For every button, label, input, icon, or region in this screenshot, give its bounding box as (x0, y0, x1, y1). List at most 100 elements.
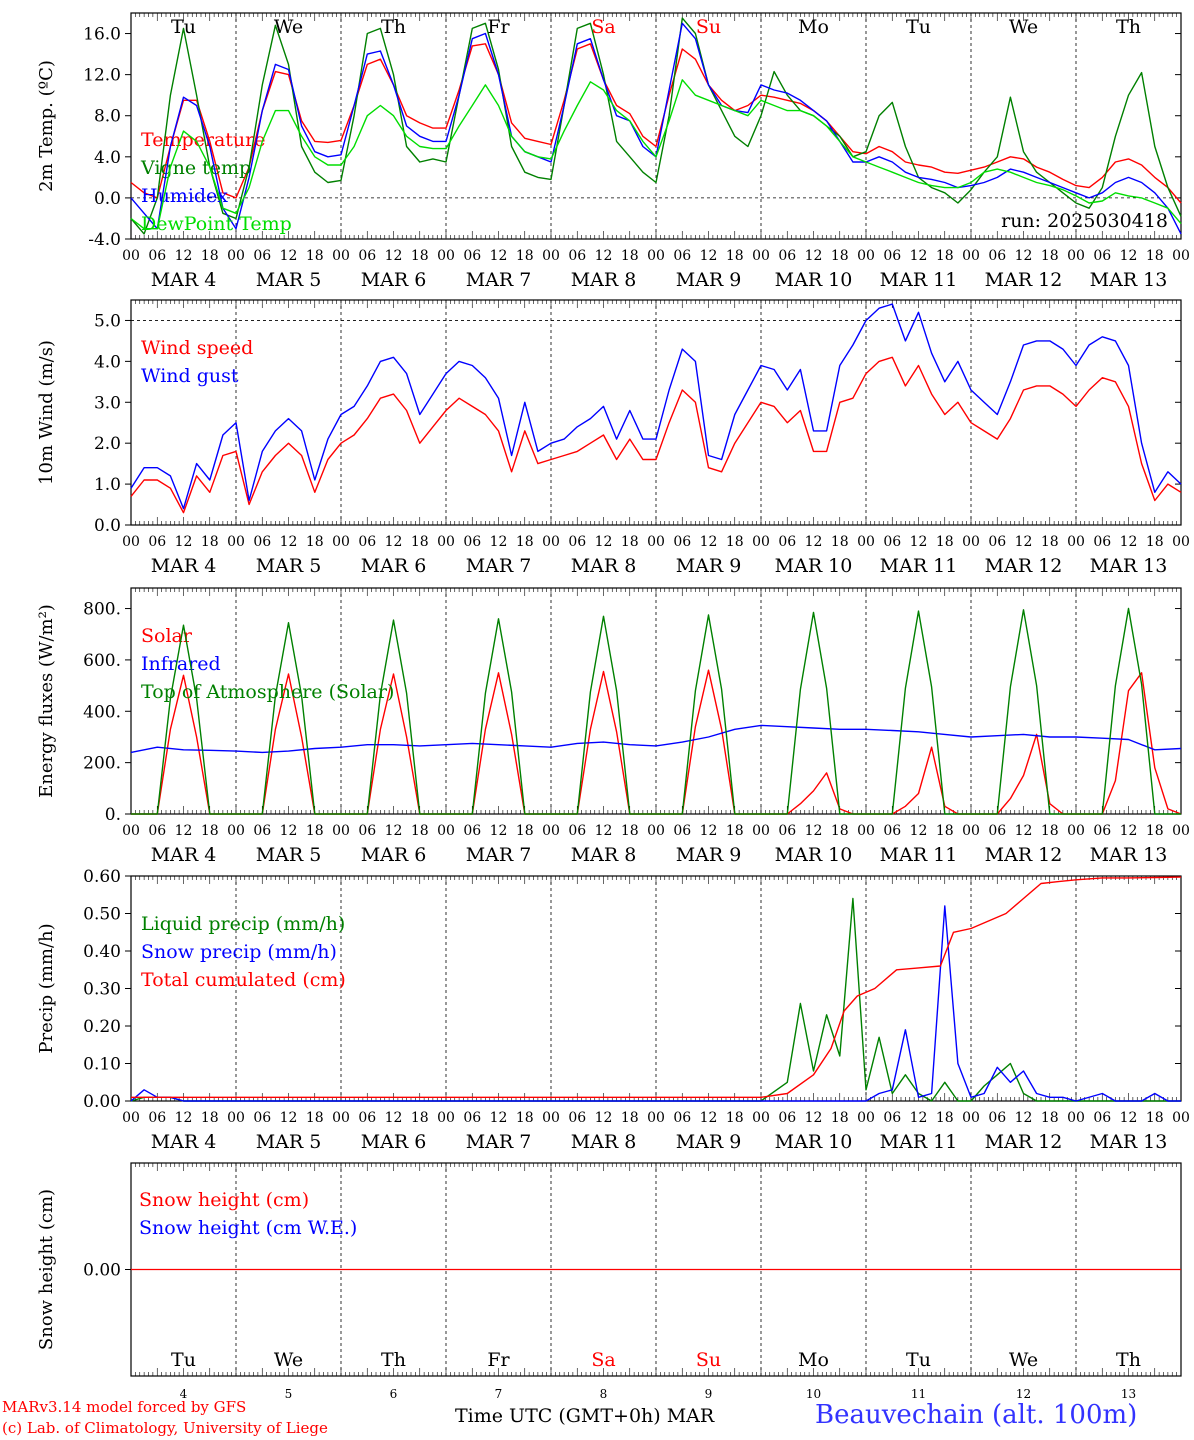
panel-4: 0.00 0.10 0.20 0.30 0.40 0.50 0.60 Precip (mm/h… (36, 867, 1190, 1153)
hour-label: 18 (1146, 534, 1164, 550)
date-label: MAR 11 (880, 844, 958, 866)
legend-entry: Wind speed (141, 337, 253, 359)
date-label: MAR 11 (880, 1131, 958, 1153)
y-tick-label: 0.50 (83, 905, 121, 925)
y-axis-label: Precip (mm/h) (36, 923, 57, 1053)
y-axis-label: Energy fluxes (W/m²) (36, 604, 57, 798)
y-tick-label: 8.0 (94, 107, 121, 127)
hour-label: 18 (831, 534, 849, 550)
hour-label: 06 (148, 248, 166, 264)
run-label: run: 2025030418 (1001, 210, 1168, 232)
y-tick-label: 0.10 (83, 1055, 121, 1075)
hour-label: 00 (332, 534, 350, 550)
hour-label: 06 (673, 1110, 691, 1126)
legend-entry: Snow height (cm W.E.) (139, 1217, 357, 1239)
series-line-4 (130, 79, 1182, 230)
hour-label: 18 (1041, 534, 1059, 550)
date-label: MAR 12 (985, 555, 1063, 577)
weekday-label: Su (696, 16, 721, 38)
hour-label: 00 (647, 1110, 665, 1126)
y-tick-label: 4.0 (94, 352, 121, 372)
y-tick-label: 1.0 (94, 475, 121, 495)
y-tick-label: 16.0 (83, 25, 121, 45)
date-label: MAR 4 (151, 555, 217, 577)
series-line-3 (131, 607, 1181, 815)
hour-label: 12 (805, 534, 823, 550)
hour-label: 06 (358, 1110, 376, 1126)
y-tick-label: 0.20 (83, 1017, 121, 1037)
hour-label: 00 (962, 1110, 980, 1126)
hour-label: 00 (437, 1110, 455, 1126)
hour-label: 06 (253, 248, 271, 264)
hour-label: 12 (1015, 248, 1033, 264)
hour-label: 18 (516, 534, 534, 550)
hour-label: 18 (411, 534, 429, 550)
series-line-1 (130, 356, 1182, 514)
date-label: MAR 11 (880, 555, 958, 577)
date-label: MAR 4 (151, 269, 217, 291)
hour-label: 18 (516, 823, 534, 839)
hour-label: 06 (253, 1110, 271, 1126)
hour-label: 00 (332, 1110, 350, 1126)
hour-label: 12 (1120, 248, 1138, 264)
hour-label: 00 (962, 248, 980, 264)
date-label: MAR 13 (1090, 555, 1168, 577)
y-tick-label: 200. (83, 754, 121, 774)
panel-1: -4.0 0.0 4.0 8.0 12.0 16.0 2m Temp. (ºC) Temper… (36, 12, 1190, 291)
hour-label: 12 (490, 823, 508, 839)
hour-label: 18 (936, 823, 954, 839)
date-label: MAR 7 (466, 555, 532, 577)
hour-label: 06 (1093, 823, 1111, 839)
hour-label: 12 (595, 534, 613, 550)
hour-label: 12 (1015, 534, 1033, 550)
weekday-label: Fr (487, 16, 510, 38)
hour-label: 06 (148, 823, 166, 839)
hour-label: 18 (516, 1110, 534, 1126)
y-tick-label: 0.40 (83, 942, 121, 962)
hour-label: 18 (201, 248, 219, 264)
hour-label: 06 (463, 248, 481, 264)
hour-label: 06 (253, 823, 271, 839)
weekday-label: Sa (591, 1349, 615, 1371)
model-credit: MARv3.14 model forced by GFS (2, 1398, 247, 1416)
date-label: MAR 7 (466, 1131, 532, 1153)
hour-label: 06 (463, 1110, 481, 1126)
hour-label: 00 (1172, 534, 1190, 550)
hour-label: 18 (201, 534, 219, 550)
hour-label: 12 (175, 248, 193, 264)
date-label: MAR 5 (256, 555, 322, 577)
date-label: MAR 10 (775, 269, 853, 291)
hour-label: 06 (358, 823, 376, 839)
hour-label: 00 (857, 248, 875, 264)
y-tick-label: 800. (83, 600, 121, 620)
hour-label: 18 (936, 248, 954, 264)
hour-label: 00 (647, 534, 665, 550)
hour-label: 18 (411, 823, 429, 839)
y-tick-label: 0.00 (83, 1261, 121, 1281)
hour-label: 06 (568, 1110, 586, 1126)
hour-label: 06 (358, 248, 376, 264)
weekday-label: Th (381, 1349, 406, 1371)
hour-label: 12 (595, 1110, 613, 1126)
hour-label: 12 (280, 823, 298, 839)
y-axis-label: 2m Temp. (ºC) (36, 60, 57, 192)
hour-label: 06 (673, 534, 691, 550)
hour-label: 12 (595, 823, 613, 839)
weekday-label: Mo (798, 1349, 829, 1371)
y-tick-label: 600. (83, 651, 121, 671)
date-label: MAR 13 (1090, 1131, 1168, 1153)
hour-label: 00 (437, 534, 455, 550)
hour-label: 06 (883, 1110, 901, 1126)
hour-label: 12 (805, 248, 823, 264)
weekday-label: We (1009, 1349, 1038, 1371)
day-number-label: 7 (495, 1387, 503, 1401)
day-number-label: 4 (180, 1387, 188, 1401)
hour-label: 18 (621, 248, 639, 264)
date-label: MAR 11 (880, 269, 958, 291)
hour-label: 12 (700, 534, 718, 550)
y-tick-label: 0.0 (94, 189, 121, 209)
hour-label: 06 (253, 534, 271, 550)
date-label: MAR 8 (571, 844, 637, 866)
series-line-2 (130, 303, 1182, 510)
